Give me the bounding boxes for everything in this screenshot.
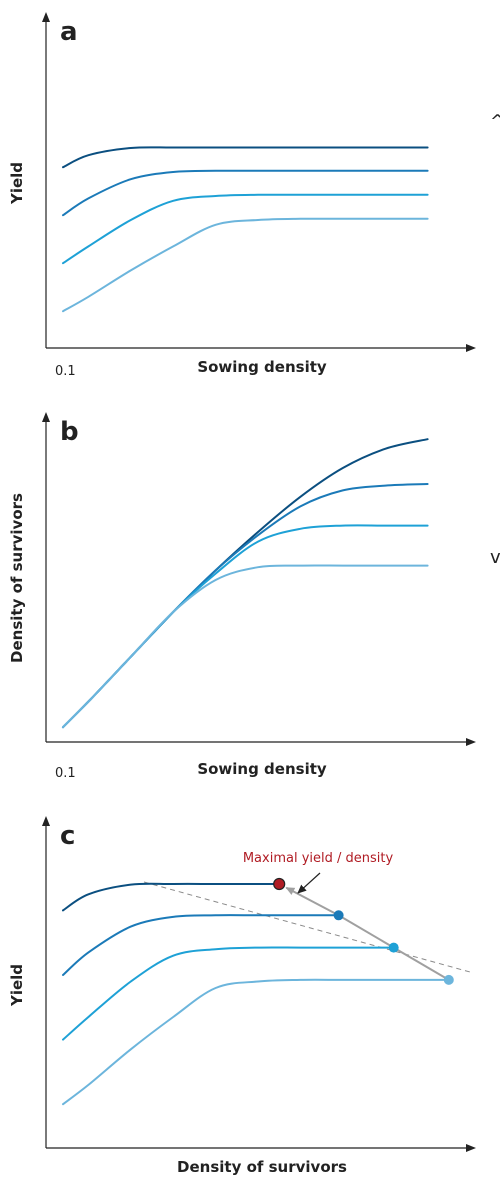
y-axis-title-a: Yield — [8, 162, 26, 205]
x-tick-label-a: 0.1 — [55, 364, 76, 379]
x-tick-label-b: 0.1 — [55, 766, 76, 781]
series-line-c-3 — [62, 946, 395, 1041]
edge-mark-middle: v — [490, 547, 500, 568]
optimum-path-segment — [285, 886, 340, 917]
series-line-c-2 — [62, 914, 340, 976]
dashed-tangent-line — [143, 881, 471, 973]
endpoint-dot — [333, 910, 344, 921]
series-group-a — [62, 146, 429, 313]
panel-c-axes — [42, 816, 476, 1152]
panel-label-b: b — [60, 417, 79, 447]
y-axis-arrow-icon — [42, 816, 50, 826]
endpoint-dot — [388, 942, 399, 953]
panel-label-c: c — [60, 821, 75, 851]
endpoint-dots — [273, 877, 454, 985]
endpoint-dot — [443, 974, 454, 985]
x-axis-title-a: Sowing density — [197, 358, 327, 376]
x-axis-title-c: Density of survivors — [177, 1158, 347, 1176]
y-axis-title-b: Density of survivors — [8, 493, 26, 663]
series-line-a-1 — [62, 146, 429, 169]
y-axis-arrow-icon — [42, 12, 50, 22]
x-axis-arrow-icon — [466, 738, 476, 746]
edge-mark-top: ^ — [490, 111, 500, 132]
series-line-b-1 — [62, 438, 429, 729]
series-line-b-4 — [62, 564, 429, 729]
panel-b: b Density of survivors Sowing density 0.… — [8, 412, 476, 781]
series-line-b-3 — [62, 524, 429, 729]
x-axis-arrow-icon — [466, 1144, 476, 1152]
series-line-c-1 — [62, 882, 281, 912]
annotation-arrow — [297, 872, 321, 894]
y-axis-title-c: Yield — [8, 964, 26, 1007]
x-axis-title-b: Sowing density — [197, 760, 327, 778]
optimum-path — [285, 886, 450, 981]
series-line-a-3 — [62, 193, 429, 265]
y-axis-arrow-icon — [42, 412, 50, 422]
panel-b-axes — [42, 412, 476, 746]
endpoint-dot-optimum — [273, 877, 286, 891]
panel-label-a: a — [60, 17, 78, 47]
series-group-c — [62, 882, 450, 1106]
panel-a: a Yield Sowing density 0.1 — [8, 12, 476, 379]
series-group-b — [62, 438, 429, 729]
panel-a-axes — [42, 12, 476, 352]
series-line-a-4 — [62, 217, 429, 313]
series-line-b-2 — [62, 483, 429, 729]
panel-c: c Yield Density of survivors Maximal yie… — [8, 816, 476, 1176]
annotation-maximal-yield: Maximal yield / density — [243, 851, 394, 866]
series-line-a-2 — [62, 169, 429, 217]
series-line-c-4 — [62, 978, 450, 1106]
optimum-path-segment — [393, 946, 450, 981]
x-axis-arrow-icon — [466, 344, 476, 352]
optimum-path-segment — [338, 914, 395, 949]
